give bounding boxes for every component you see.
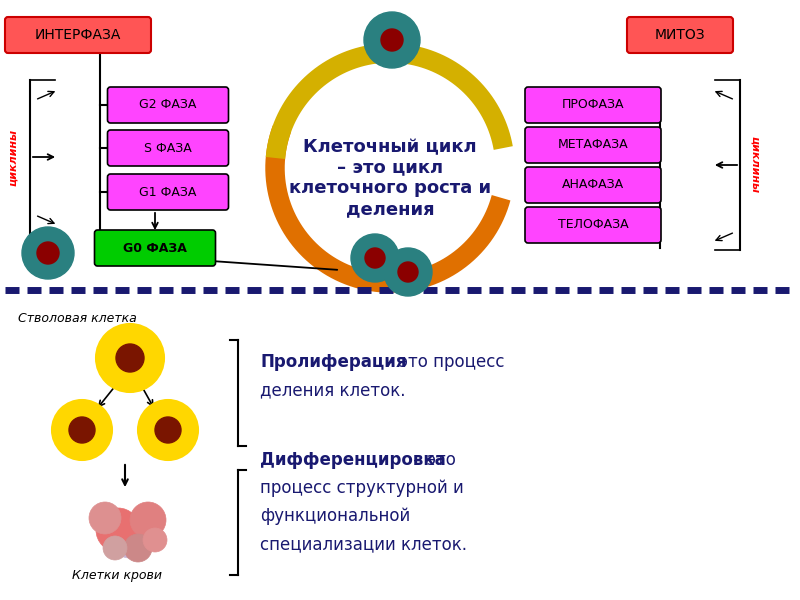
Circle shape <box>365 248 385 268</box>
Circle shape <box>103 536 127 560</box>
Text: Стволовая клетка: Стволовая клетка <box>18 311 137 325</box>
Text: Клеточный цикл
– это цикл
клеточного роста и
деления: Клеточный цикл – это цикл клеточного рос… <box>289 138 491 218</box>
Circle shape <box>381 29 403 51</box>
Circle shape <box>110 518 150 558</box>
Text: деления клеток.: деления клеток. <box>260 381 406 399</box>
FancyBboxPatch shape <box>5 17 151 53</box>
Text: Клетки крови: Клетки крови <box>72 569 162 583</box>
Circle shape <box>89 502 121 534</box>
Circle shape <box>96 324 164 392</box>
Circle shape <box>398 262 418 282</box>
Text: АНАФАЗА: АНАФАЗА <box>562 179 624 191</box>
FancyBboxPatch shape <box>525 127 661 163</box>
Text: циклины: циклины <box>8 128 18 185</box>
FancyBboxPatch shape <box>525 87 661 123</box>
Circle shape <box>155 417 181 443</box>
Text: МИТОЗ: МИТОЗ <box>654 28 706 42</box>
Text: ТЕЛОФАЗА: ТЕЛОФАЗА <box>558 218 628 232</box>
Text: – это процесс: – это процесс <box>380 353 505 371</box>
FancyBboxPatch shape <box>107 130 229 166</box>
Circle shape <box>351 234 399 282</box>
FancyBboxPatch shape <box>107 174 229 210</box>
Text: специализации клеток.: специализации клеток. <box>260 535 467 553</box>
Circle shape <box>143 528 167 552</box>
Text: ИНТЕРФАЗА: ИНТЕРФАЗА <box>35 28 121 42</box>
Text: ПРОФАЗА: ПРОФАЗА <box>562 98 624 112</box>
Circle shape <box>52 400 112 460</box>
FancyBboxPatch shape <box>525 207 661 243</box>
Text: G0 ФАЗА: G0 ФАЗА <box>123 241 187 254</box>
Circle shape <box>69 417 95 443</box>
Circle shape <box>37 242 59 264</box>
Text: Дифференцировка: Дифференцировка <box>260 451 446 469</box>
Circle shape <box>384 248 432 296</box>
Text: S ФАЗА: S ФАЗА <box>144 142 192 154</box>
Text: – это: – это <box>408 451 456 469</box>
Text: процесс структурной и: процесс структурной и <box>260 479 464 497</box>
Text: Пролиферация: Пролиферация <box>260 353 406 371</box>
Text: функциональной: функциональной <box>260 507 410 525</box>
Circle shape <box>116 344 144 372</box>
Circle shape <box>96 508 140 552</box>
Circle shape <box>364 12 420 68</box>
FancyBboxPatch shape <box>94 230 215 266</box>
Text: МЕТАФАЗА: МЕТАФАЗА <box>558 139 628 151</box>
FancyBboxPatch shape <box>107 87 229 123</box>
Text: G1 ФАЗА: G1 ФАЗА <box>139 185 197 199</box>
FancyBboxPatch shape <box>525 167 661 203</box>
Text: G2 ФАЗА: G2 ФАЗА <box>139 98 197 112</box>
Circle shape <box>22 227 74 279</box>
Circle shape <box>138 400 198 460</box>
FancyBboxPatch shape <box>627 17 733 53</box>
Circle shape <box>124 534 152 562</box>
Circle shape <box>130 502 166 538</box>
Text: циклины: циклины <box>750 136 760 193</box>
